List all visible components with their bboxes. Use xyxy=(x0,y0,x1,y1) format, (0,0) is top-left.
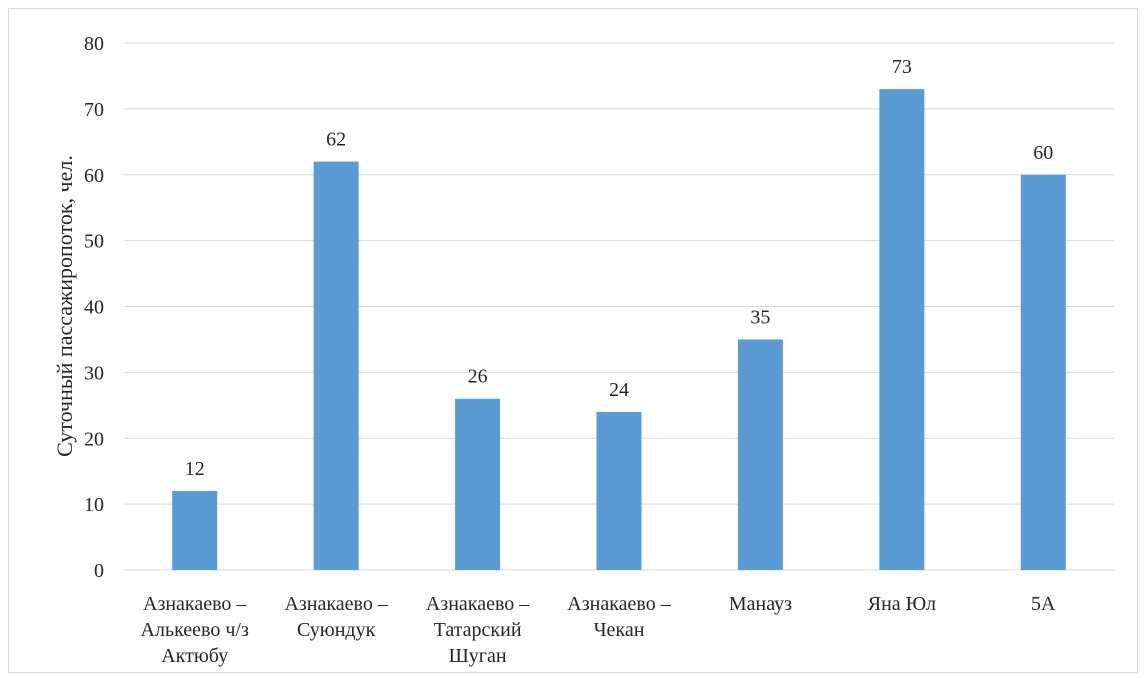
data-label: 26 xyxy=(468,366,488,388)
y-tick-label: 80 xyxy=(84,33,104,55)
y-tick-label: 0 xyxy=(94,560,104,582)
x-tick-label: Шуган xyxy=(449,645,507,667)
y-axis-label: Суточный пассажиропоток, чел. xyxy=(52,155,77,457)
data-label: 62 xyxy=(326,129,346,151)
y-tick-label: 40 xyxy=(84,297,104,319)
data-label: 73 xyxy=(892,56,912,78)
bar xyxy=(172,490,218,570)
bar xyxy=(455,398,501,570)
x-tick-label: Азнакаево – xyxy=(143,593,247,615)
y-tick-label: 30 xyxy=(84,362,104,384)
x-tick-label: Азнакаево – xyxy=(426,593,530,615)
x-tick-label: Алькеево ч/з xyxy=(141,619,249,641)
bar xyxy=(737,339,783,570)
x-tick-label: Чекан xyxy=(594,619,645,641)
x-tick-label: Азнакаево – xyxy=(284,593,388,615)
x-tick-label: Татарский xyxy=(434,619,522,641)
x-tick-label: Яна Юл xyxy=(868,593,936,615)
y-tick-label: 20 xyxy=(84,428,104,450)
x-tick-label: Суюндук xyxy=(297,619,376,641)
y-tick-label: 60 xyxy=(84,165,104,187)
data-label: 24 xyxy=(609,379,629,401)
bar xyxy=(313,161,359,570)
bar xyxy=(596,411,642,570)
data-label: 12 xyxy=(185,458,205,480)
data-labels: 12 62 26 24 35 73 60 xyxy=(185,56,1054,480)
data-label: 35 xyxy=(750,306,770,328)
x-axis-ticks: Азнакаево – Алькеево ч/з Актюбу Азнакаево –… xyxy=(141,593,1057,667)
bars xyxy=(172,89,1066,571)
x-tick-label: Манауз xyxy=(729,593,792,615)
y-tick-label: 70 xyxy=(84,99,104,121)
y-tick-label: 10 xyxy=(84,494,104,516)
x-tick-label: Актюбу xyxy=(161,645,228,667)
gridlines xyxy=(124,42,1114,571)
bar xyxy=(1020,174,1066,570)
bar xyxy=(879,89,925,571)
y-axis-ticks: 0 10 20 30 40 50 60 70 80 xyxy=(84,33,104,582)
data-label: 60 xyxy=(1033,142,1053,164)
x-tick-label: 5А xyxy=(1031,593,1056,615)
x-tick-label: Азнакаево – xyxy=(567,593,671,615)
y-tick-label: 50 xyxy=(84,231,104,253)
